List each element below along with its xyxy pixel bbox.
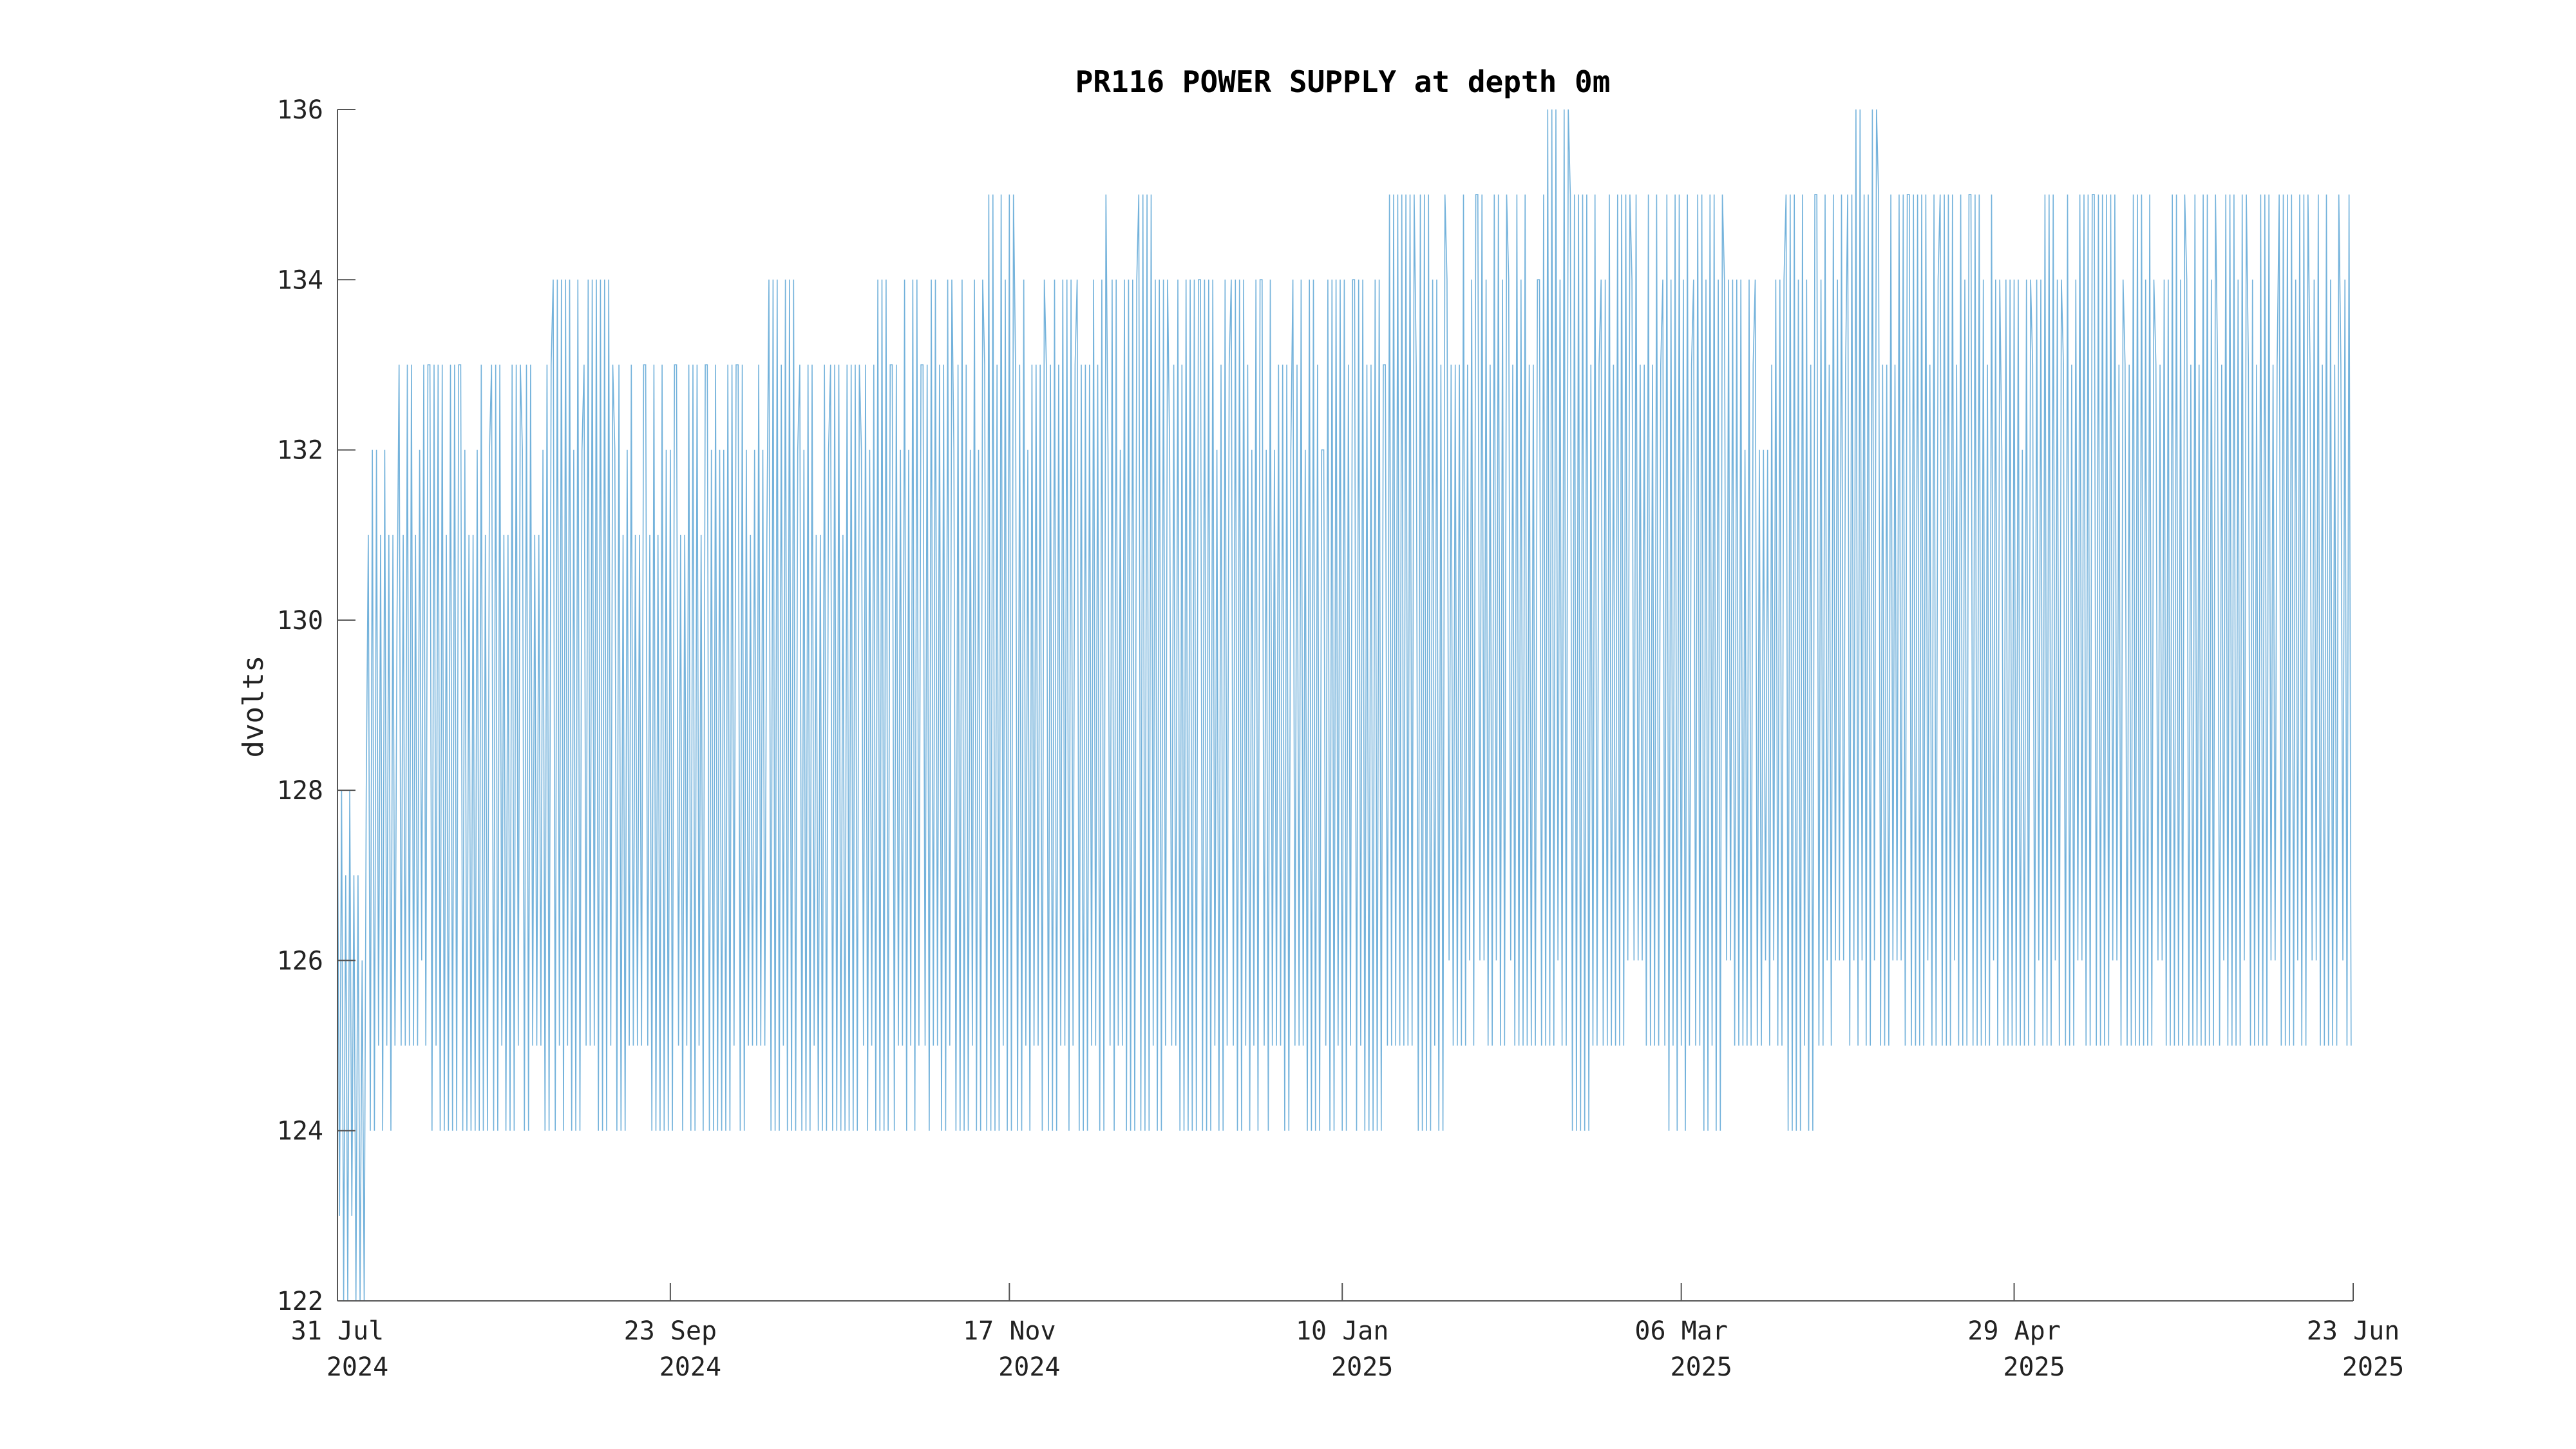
x-tick-label-year: 2025 [2342,1352,2404,1382]
x-tick-label-day: 10 Jan [1296,1316,1389,1346]
y-axis-label: dvolts [237,656,270,758]
y-tick-label: 126 [277,946,323,976]
x-tick-label-day: 23 Jun [2307,1316,2400,1346]
x-tick-label-day: 06 Mar [1634,1316,1728,1346]
data-trace [337,109,2352,1302]
x-tick-label-year: 2024 [998,1352,1060,1382]
y-tick-label: 128 [277,776,323,806]
x-tick-label-year: 2024 [327,1352,388,1382]
x-axis-ticks: 31 Jul 2024 23 Sep 2024 17 Nov 2024 10 Jan 2025… [291,1283,2404,1382]
x-tick-label-day: 31 Jul [291,1316,384,1346]
series-line [337,109,2352,1302]
x-tick-label-day: 29 Apr [1967,1316,2061,1346]
y-tick-label: 132 [277,436,323,466]
y-axis-ticks: 122 124 126 128 130 132 134 136 [277,95,355,1316]
x-tick-label-year: 2025 [2003,1352,2065,1382]
y-tick-label: 122 [277,1287,323,1316]
y-tick-label: 124 [277,1117,323,1146]
x-tick-label-day: 23 Sep [624,1316,717,1346]
x-tick-label-year: 2025 [1331,1352,1393,1382]
y-tick-label: 136 [277,95,323,125]
y-tick-label: 134 [277,265,323,295]
x-tick-label-year: 2025 [1671,1352,1732,1382]
x-tick-label-year: 2024 [659,1352,721,1382]
x-tick-label-day: 17 Nov [963,1316,1056,1346]
chart-title: PR116 POWER SUPPLY at depth 0m [1075,64,1611,99]
y-tick-label: 130 [277,606,323,636]
